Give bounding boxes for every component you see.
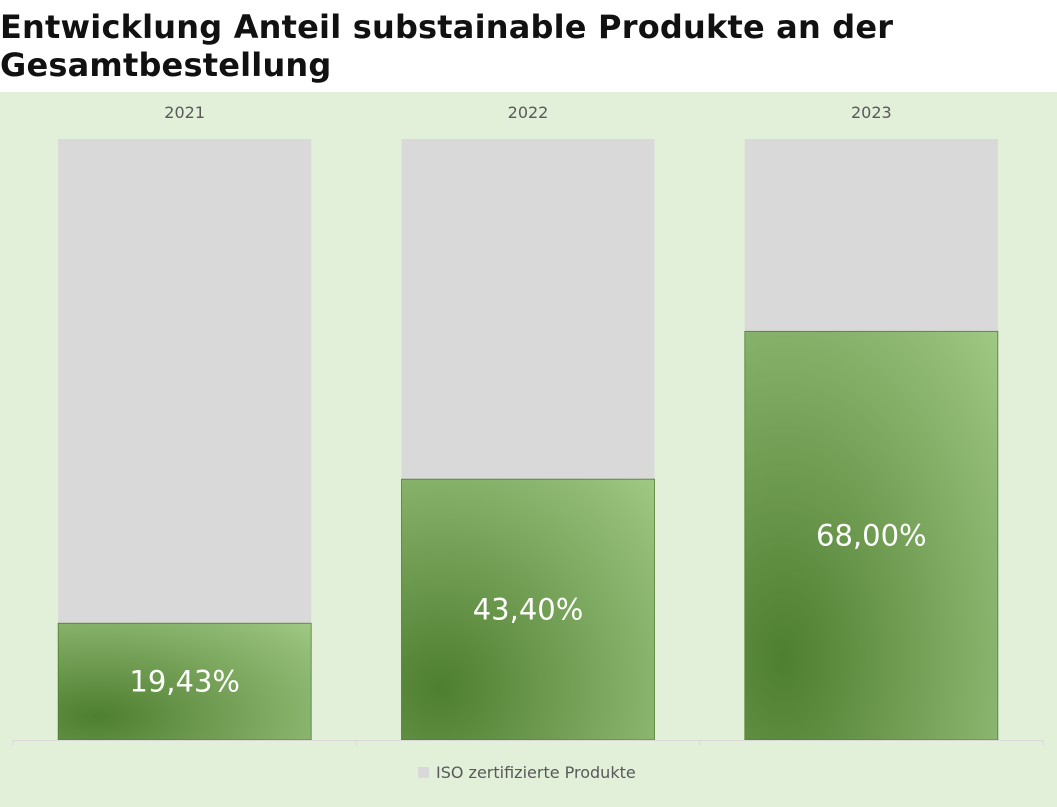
category-label: 2021 <box>164 103 205 122</box>
bar-remainder <box>401 139 655 480</box>
data-label: 43,40% <box>473 593 584 627</box>
bar-remainder <box>58 139 312 624</box>
category-label: 2022 <box>508 103 549 122</box>
data-label: 19,43% <box>129 665 240 699</box>
bar <box>744 330 999 741</box>
data-label: 68,00% <box>816 519 927 553</box>
bar <box>57 622 312 741</box>
chart-title: Entwicklung Anteil substainable Produkte… <box>0 8 894 84</box>
category-label: 2023 <box>851 103 892 122</box>
legend-swatch <box>418 767 429 778</box>
legend-label: ISO zertifizierte Produkte <box>436 763 636 782</box>
bar-remainder <box>744 139 998 332</box>
bar <box>401 478 655 741</box>
